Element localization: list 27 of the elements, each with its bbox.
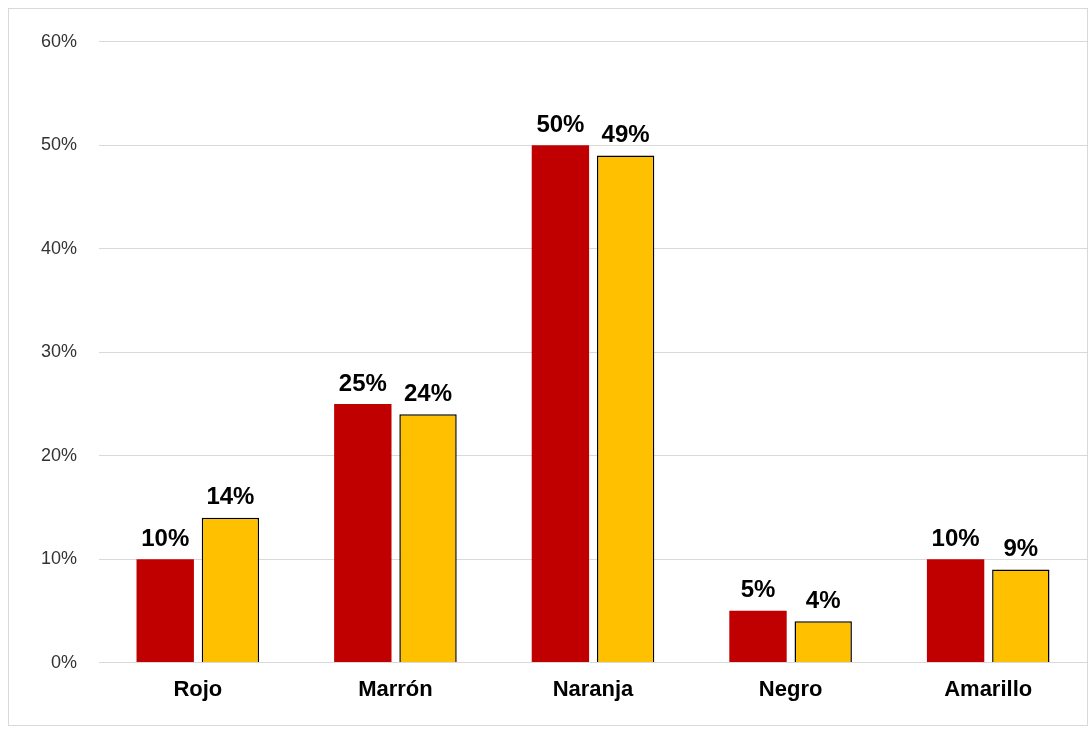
x-tick-label: Marrón: [358, 675, 433, 701]
y-tick-label: 40%: [41, 237, 78, 258]
y-tick-label: 20%: [41, 444, 78, 465]
bar: [926, 559, 985, 663]
y-tick-label: 60%: [41, 30, 78, 51]
y-tick-label: 0%: [51, 651, 78, 672]
data-label: 9%: [1003, 534, 1039, 562]
bar: [136, 559, 194, 663]
data-label: 5%: [740, 575, 776, 603]
x-tick-label: Negro: [758, 675, 823, 701]
bar: [531, 145, 590, 663]
data-label: 50%: [536, 109, 585, 137]
x-tick-label: Amarillo: [944, 675, 1033, 701]
data-label: 25%: [338, 368, 387, 396]
y-tick-label: 50%: [41, 134, 78, 155]
data-label: 4%: [805, 585, 841, 613]
data-label: 10%: [141, 523, 190, 551]
bar: [334, 403, 392, 663]
data-label: 24%: [404, 378, 453, 406]
data-label: 14%: [206, 482, 255, 510]
y-tick-label: 10%: [41, 548, 78, 569]
data-label: 49%: [601, 120, 650, 148]
data-label: 10%: [931, 523, 980, 551]
bar: [729, 610, 787, 663]
x-tick-label: Rojo: [173, 675, 223, 701]
x-tick-label: Naranja: [552, 675, 635, 701]
y-tick-label: 30%: [41, 341, 78, 362]
